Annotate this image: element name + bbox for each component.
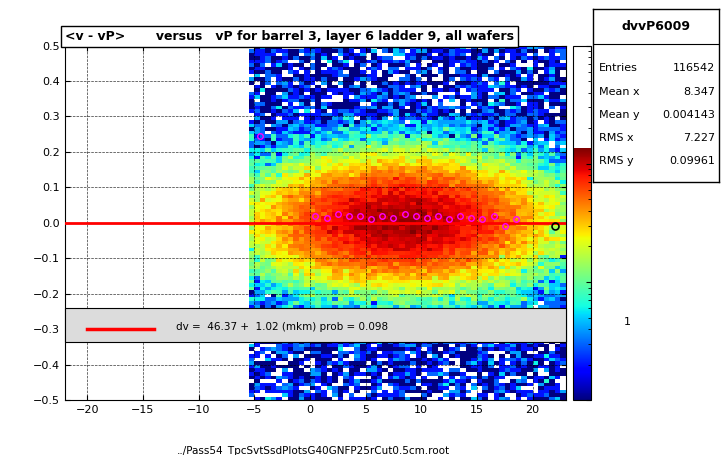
Text: dvvP6009: dvvP6009 xyxy=(622,20,690,33)
Text: 0.09961: 0.09961 xyxy=(669,156,715,166)
Text: 0.004143: 0.004143 xyxy=(662,110,715,120)
Text: Mean y: Mean y xyxy=(599,110,640,120)
Text: RMS x: RMS x xyxy=(599,133,634,143)
Text: Mean x: Mean x xyxy=(599,87,640,97)
Text: RMS y: RMS y xyxy=(599,156,634,166)
Text: 10: 10 xyxy=(624,175,637,185)
Text: 8.347: 8.347 xyxy=(683,87,715,97)
Text: dv =  46.37 +  1.02 (mkm) prob = 0.098: dv = 46.37 + 1.02 (mkm) prob = 0.098 xyxy=(176,322,389,332)
Text: 1: 1 xyxy=(624,317,631,327)
Text: <v - vP>       versus   vP for barrel 3, layer 6 ladder 9, all wafers: <v - vP> versus vP for barrel 3, layer 6… xyxy=(65,30,514,43)
Bar xyxy=(65,308,566,342)
Text: ../Pass54_TpcSvtSsdPlotsG40GNFP25rCut0.5cm.root: ../Pass54_TpcSvtSsdPlotsG40GNFP25rCut0.5… xyxy=(177,445,450,455)
Text: 7.227: 7.227 xyxy=(683,133,715,143)
Text: 116542: 116542 xyxy=(673,63,715,73)
Text: Entries: Entries xyxy=(599,63,638,73)
